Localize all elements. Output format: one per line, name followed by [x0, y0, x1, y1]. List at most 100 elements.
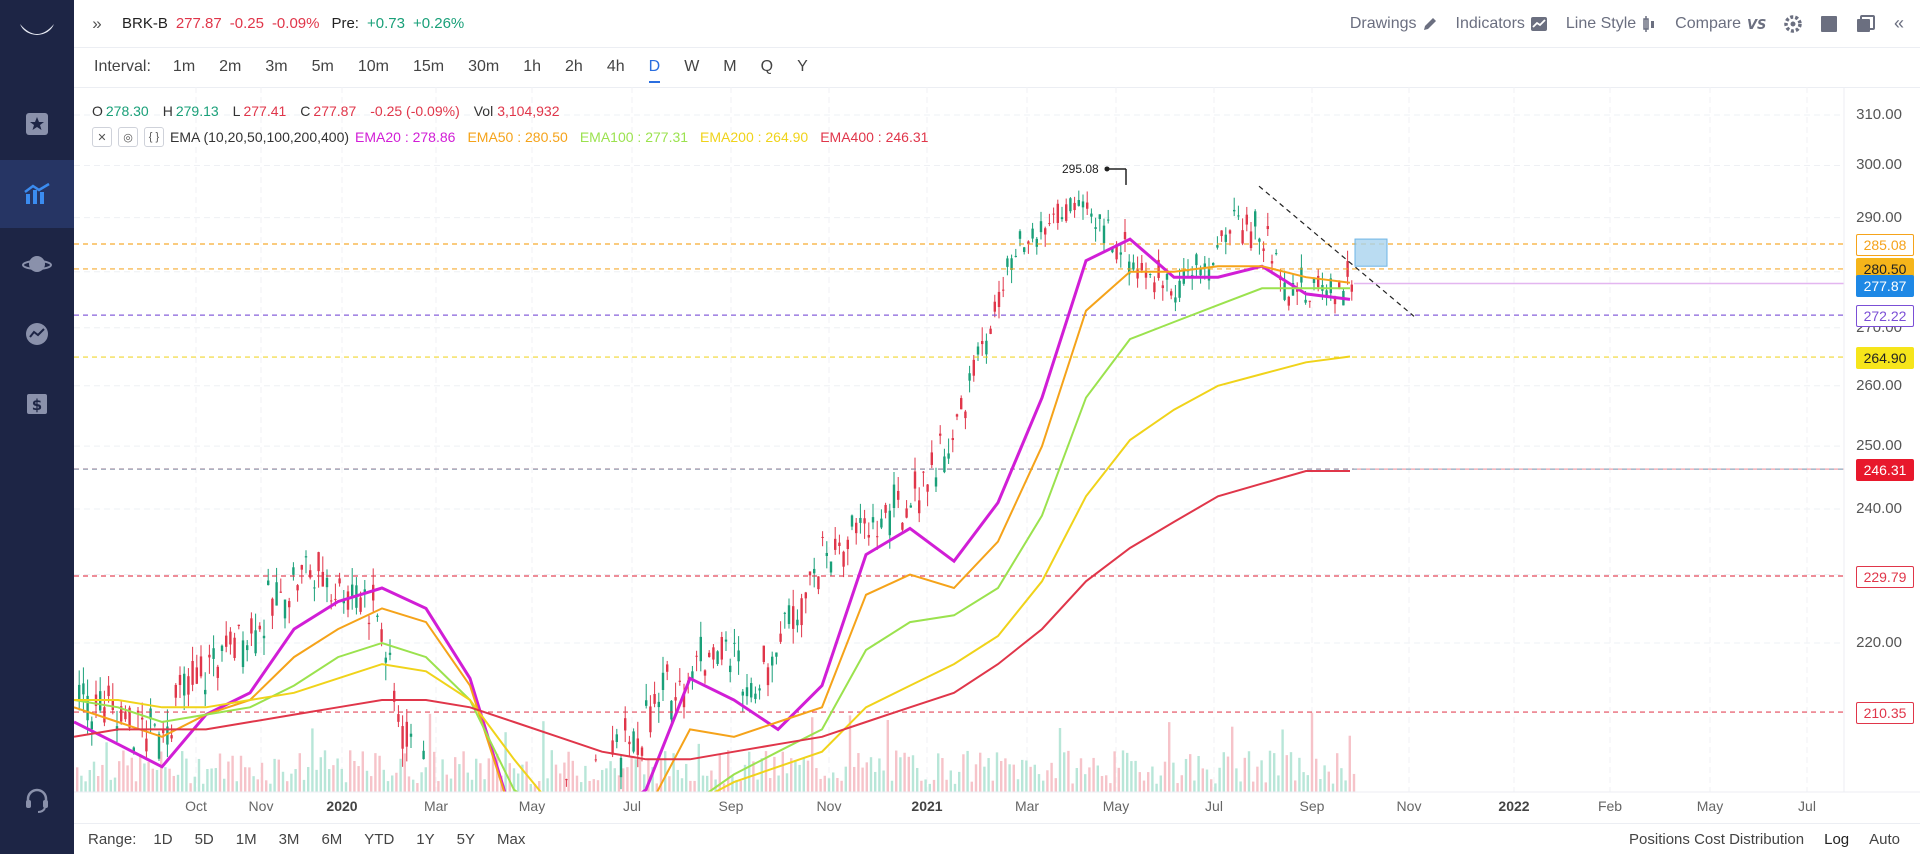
volume-bar	[395, 772, 398, 792]
interval-option-2h[interactable]: 2h	[565, 58, 583, 75]
line-style-button[interactable]: Line Style	[1566, 15, 1657, 33]
ticker-symbol[interactable]: BRK-B	[122, 15, 168, 32]
price-level-badge[interactable]: 229.79	[1856, 565, 1914, 588]
range-option-max[interactable]: Max	[497, 831, 526, 848]
price-level-badge[interactable]: 272.22	[1856, 305, 1914, 328]
candle-body	[754, 693, 757, 700]
range-right-positions-cost-distribution[interactable]: Positions Cost Distribution	[1629, 831, 1805, 848]
volume-bar	[252, 776, 255, 792]
sidebar-item-accounts[interactable]: $	[0, 370, 74, 438]
sidebar-item-watchlist[interactable]	[0, 90, 74, 158]
volume-bar	[76, 767, 79, 792]
volume-bar	[1113, 751, 1116, 792]
collapse-button[interactable]: «	[1893, 13, 1904, 33]
price-level-badge[interactable]: 280.50	[1856, 257, 1914, 280]
range-option-1m[interactable]: 1M	[235, 831, 257, 848]
volume-bar	[1096, 765, 1099, 792]
interval-option-5m[interactable]: 5m	[311, 58, 334, 75]
volume-bar	[857, 753, 860, 792]
interval-option-3m[interactable]: 3m	[265, 58, 288, 75]
interval-option-10m[interactable]: 10m	[357, 58, 389, 75]
range-option-1d[interactable]: 1D	[153, 831, 173, 848]
time-tick: Sep	[718, 798, 744, 814]
layout-button[interactable]	[1820, 15, 1838, 33]
range-option-5y[interactable]: 5Y	[456, 831, 475, 848]
settings-braces-icon[interactable]: { }	[144, 127, 164, 147]
price-level-badge[interactable]: 264.90	[1856, 347, 1914, 370]
volume-bar	[878, 758, 881, 792]
sidebar-item-discover[interactable]	[0, 230, 74, 298]
volume-bar	[874, 771, 877, 792]
interval-option-15m[interactable]: 15m	[412, 58, 445, 75]
indicators-button[interactable]: Indicators	[1456, 15, 1548, 33]
range-option-1y[interactable]: 1Y	[416, 831, 435, 848]
volume-bar	[420, 772, 423, 792]
candle-body	[141, 717, 144, 720]
candle-body	[183, 673, 186, 696]
price-level-badge[interactable]: 246.31	[1856, 459, 1914, 482]
copy-button[interactable]	[1856, 14, 1876, 33]
range-option-3m[interactable]: 3M	[278, 831, 300, 848]
range-right-auto[interactable]: Auto	[1869, 831, 1900, 848]
candle-body	[1140, 263, 1143, 271]
range-option-6m[interactable]: 6M	[321, 831, 343, 848]
price-chart[interactable]: 295.08	[74, 87, 1920, 823]
range-right-options: Positions Cost Distribution Log Auto	[1629, 824, 1920, 855]
settings-button[interactable]	[1784, 14, 1802, 33]
candle-body	[359, 597, 362, 612]
compare-button[interactable]: Compare VS	[1675, 15, 1766, 33]
trend-line[interactable]	[1258, 185, 1415, 317]
app-logo[interactable]	[0, 0, 74, 62]
volume-bar	[1058, 728, 1062, 792]
interval-option-w[interactable]: W	[684, 58, 700, 75]
candle-body	[1203, 263, 1206, 268]
volume-bar	[836, 777, 839, 792]
range-right-log[interactable]: Log	[1824, 831, 1850, 848]
candle-body	[813, 568, 816, 574]
volume-bar	[832, 772, 835, 792]
drawings-button[interactable]: Drawings	[1350, 15, 1438, 33]
price-level-badge[interactable]: 277.87	[1856, 275, 1914, 298]
range-option-ytd[interactable]: YTD	[364, 831, 395, 848]
candle-body	[246, 645, 249, 651]
sidebar-item-markets[interactable]	[0, 300, 74, 368]
close-icon[interactable]: ✕	[92, 127, 112, 147]
interval-option-1m[interactable]: 1m	[172, 58, 196, 75]
range-option-5d[interactable]: 5D	[194, 831, 214, 848]
volume-bar	[1159, 775, 1162, 792]
candle-body	[594, 759, 597, 761]
eye-icon[interactable]: ◎	[118, 127, 138, 147]
candle-body	[678, 680, 681, 682]
selection-box[interactable]	[1354, 238, 1388, 267]
candle-body	[267, 580, 270, 586]
volume-bar	[542, 721, 545, 792]
candle-body	[233, 637, 236, 658]
sidebar-item-chart[interactable]	[0, 160, 74, 228]
interval-option-d[interactable]: D	[637, 47, 673, 87]
expand-panel-icon[interactable]: »	[92, 13, 102, 33]
volume-bar	[790, 758, 793, 792]
ohlc-key-o: O	[92, 103, 103, 119]
volume-bar	[1205, 769, 1209, 792]
interval-option-1h[interactable]: 1h	[523, 58, 542, 75]
volume-bar	[554, 764, 558, 792]
price-level-badge[interactable]: 285.08	[1856, 234, 1914, 257]
interval-option-y[interactable]: Y	[797, 58, 808, 75]
candle-body	[762, 645, 765, 662]
ema-line-ema200	[74, 355, 1351, 823]
interval-option-30m[interactable]: 30m	[468, 58, 500, 75]
volume-bar	[1155, 783, 1158, 792]
candle-body	[334, 598, 337, 600]
candle-body	[107, 685, 110, 697]
interval-option-4h[interactable]: 4h	[606, 58, 625, 75]
interval-option-m[interactable]: M	[723, 58, 737, 75]
price-level-badge[interactable]: 210.35	[1856, 702, 1914, 725]
candle-body	[1266, 226, 1269, 230]
candle-body	[1128, 261, 1131, 275]
volume-bar	[529, 783, 532, 792]
candle-body	[981, 341, 984, 345]
candle-body	[909, 505, 912, 508]
interval-option-2m[interactable]: 2m	[219, 58, 242, 75]
sidebar-item-support[interactable]	[0, 766, 74, 834]
interval-option-q[interactable]: Q	[760, 58, 774, 75]
